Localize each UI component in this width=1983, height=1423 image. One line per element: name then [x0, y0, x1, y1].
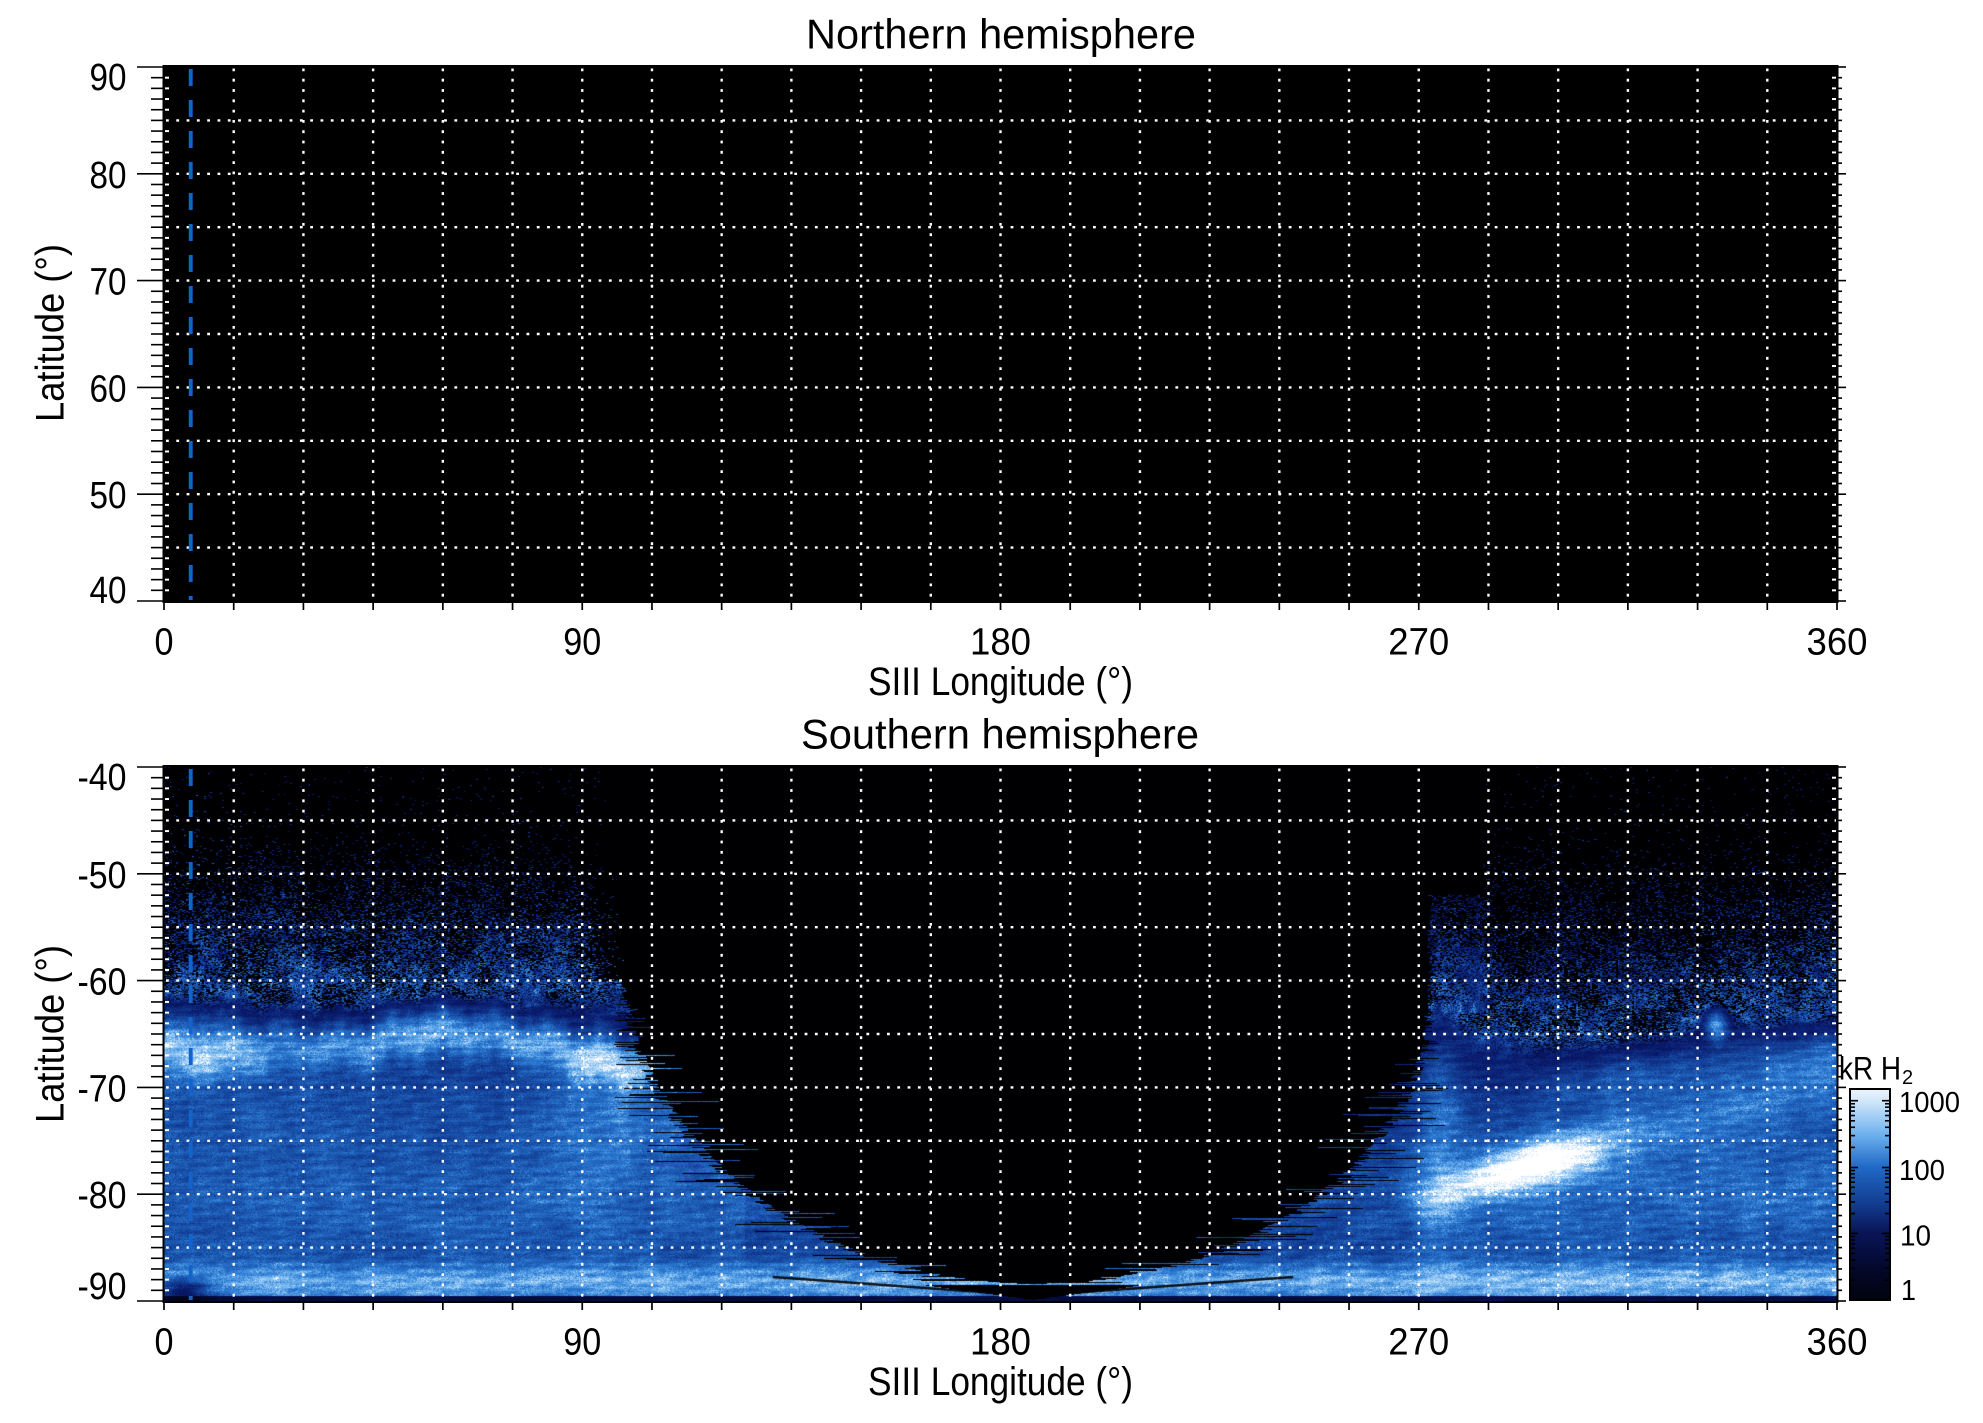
svg-text:2: 2: [1902, 1067, 1913, 1089]
svg-text:90: 90: [90, 57, 127, 99]
svg-text:80: 80: [90, 155, 127, 197]
svg-text:90: 90: [563, 622, 601, 664]
svg-text:SIII Longitude (°): SIII Longitude (°): [868, 1360, 1133, 1404]
svg-text:Northern hemisphere: Northern hemisphere: [806, 11, 1196, 58]
svg-text:50: 50: [90, 475, 127, 517]
svg-text:90: 90: [563, 1322, 601, 1364]
svg-text:0: 0: [155, 1322, 174, 1364]
svg-text:10: 10: [1900, 1221, 1931, 1253]
svg-text:270: 270: [1388, 622, 1449, 664]
svg-text:-60: -60: [78, 962, 127, 1004]
svg-text:Southern hemisphere: Southern hemisphere: [801, 711, 1199, 758]
svg-text:-90: -90: [78, 1266, 127, 1308]
svg-text:40: 40: [90, 570, 127, 612]
svg-text:70: 70: [90, 262, 127, 304]
svg-text:1: 1: [1901, 1275, 1916, 1307]
svg-text:0: 0: [155, 622, 174, 664]
svg-text:360: 360: [1807, 622, 1868, 664]
svg-text:60: 60: [90, 368, 127, 410]
svg-text:Latitude (°): Latitude (°): [29, 244, 73, 422]
svg-text:180: 180: [970, 622, 1031, 664]
svg-text:-80: -80: [78, 1175, 127, 1217]
svg-text:270: 270: [1388, 1322, 1449, 1364]
svg-text:SIII Longitude (°): SIII Longitude (°): [868, 660, 1133, 704]
svg-text:180: 180: [970, 1322, 1031, 1364]
svg-text:-50: -50: [78, 855, 127, 897]
svg-text:kR H: kR H: [1839, 1050, 1901, 1086]
svg-text:-40: -40: [78, 757, 127, 799]
svg-text:-70: -70: [78, 1068, 127, 1110]
svg-text:100: 100: [1899, 1155, 1945, 1187]
svg-text:Latitude (°): Latitude (°): [29, 945, 73, 1123]
svg-text:1000: 1000: [1899, 1087, 1960, 1119]
svg-text:360: 360: [1807, 1322, 1868, 1364]
